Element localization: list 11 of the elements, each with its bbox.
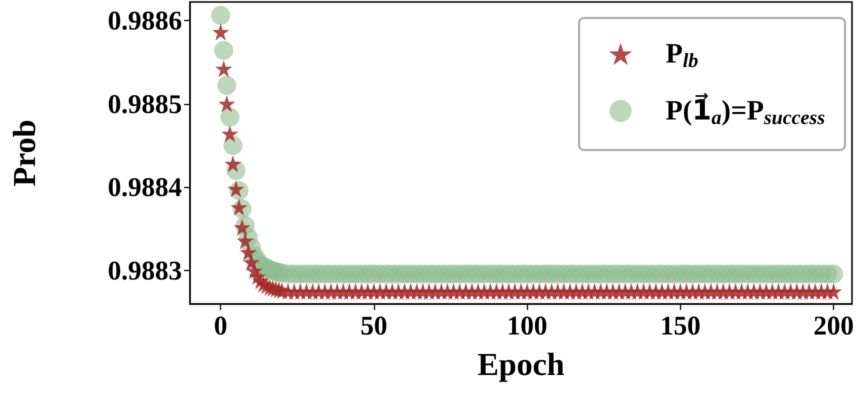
y-tick-label: 0.9883 bbox=[108, 256, 182, 286]
x-tick-label: 150 bbox=[660, 310, 701, 340]
y-tick-label: 0.9886 bbox=[108, 5, 182, 36]
x-tick-label: 50 bbox=[360, 310, 388, 340]
x-axis-title: Epoch bbox=[477, 346, 565, 382]
x-tick-label: 200 bbox=[813, 310, 854, 340]
y-tick-label: 0.9884 bbox=[108, 172, 182, 202]
y-tick-label: 0.9885 bbox=[108, 88, 182, 119]
x-tick-label: 100 bbox=[506, 310, 548, 340]
y-axis-title: Prob bbox=[6, 120, 42, 186]
x-tick-label: 0 bbox=[214, 310, 228, 340]
